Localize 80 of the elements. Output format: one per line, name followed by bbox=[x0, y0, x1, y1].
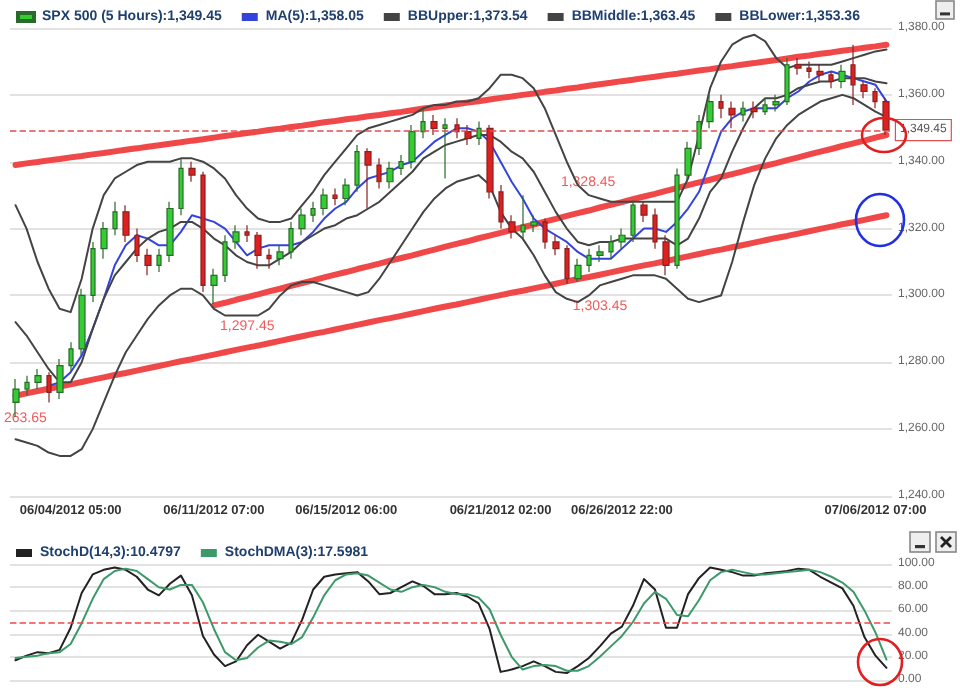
candlestick bbox=[718, 94, 724, 119]
candlestick bbox=[90, 241, 96, 303]
candlestick bbox=[178, 157, 184, 216]
candlestick bbox=[476, 121, 482, 146]
candlestick bbox=[674, 167, 680, 270]
candlestick bbox=[112, 201, 118, 236]
candlestick bbox=[320, 187, 328, 216]
candlestick bbox=[430, 114, 438, 136]
candlestick bbox=[56, 358, 64, 400]
candlestick bbox=[464, 124, 472, 146]
candlestick bbox=[144, 248, 152, 276]
candlestick bbox=[486, 124, 494, 200]
candlestick bbox=[166, 201, 174, 263]
candlestick bbox=[508, 214, 516, 240]
candlestick bbox=[354, 144, 360, 193]
candlestick bbox=[850, 44, 856, 106]
candlestick bbox=[750, 100, 758, 119]
candlestick bbox=[640, 201, 648, 223]
candlestick bbox=[386, 161, 394, 190]
candlestick bbox=[46, 371, 52, 403]
candlestick bbox=[652, 207, 658, 250]
candlestick bbox=[740, 100, 746, 123]
candlestick bbox=[498, 184, 504, 230]
candlestick bbox=[34, 368, 42, 390]
candlestick bbox=[68, 341, 74, 373]
candlestick bbox=[222, 234, 228, 283]
candlestick bbox=[266, 248, 272, 270]
candlestick bbox=[398, 154, 404, 176]
candlestick bbox=[134, 227, 140, 263]
candlestick bbox=[828, 70, 834, 89]
candlestick bbox=[210, 268, 218, 305]
candlestick bbox=[298, 207, 306, 236]
candlestick bbox=[442, 117, 448, 180]
candlestick bbox=[542, 217, 548, 250]
candlestick bbox=[662, 234, 670, 276]
candlestick bbox=[232, 224, 240, 250]
candlestick bbox=[408, 124, 416, 169]
candlestick bbox=[772, 94, 780, 113]
candlestick bbox=[596, 244, 604, 263]
line-series bbox=[12, 41, 890, 169]
candlestick bbox=[706, 94, 714, 129]
candlestick bbox=[420, 107, 426, 139]
candlestick bbox=[310, 201, 316, 223]
candlestick bbox=[762, 97, 768, 116]
candlestick bbox=[574, 258, 582, 283]
candlestick bbox=[332, 187, 338, 206]
candlestick bbox=[520, 194, 526, 240]
candlestick bbox=[618, 227, 626, 250]
candlestick bbox=[364, 147, 372, 210]
candlestick bbox=[100, 221, 108, 260]
candlestick bbox=[882, 97, 890, 136]
candlestick bbox=[860, 80, 868, 99]
candlestick bbox=[806, 60, 812, 79]
candlestick bbox=[728, 100, 736, 129]
candlestick bbox=[254, 231, 262, 270]
candlestick bbox=[784, 57, 790, 106]
candlestick bbox=[872, 87, 878, 109]
candlestick bbox=[156, 248, 162, 273]
candlestick bbox=[696, 114, 702, 156]
candlestick bbox=[816, 64, 824, 83]
candlestick bbox=[838, 64, 846, 89]
candlestick bbox=[586, 248, 592, 273]
candlestick bbox=[276, 244, 284, 266]
candlestick bbox=[342, 177, 350, 206]
candlestick bbox=[200, 171, 206, 293]
candlestick bbox=[608, 234, 614, 260]
candlestick bbox=[684, 141, 692, 183]
candlestick bbox=[78, 288, 86, 357]
candlestick bbox=[244, 224, 250, 243]
candlestick bbox=[552, 234, 560, 256]
candlestick bbox=[630, 199, 636, 243]
candlestick bbox=[376, 157, 382, 190]
line-series bbox=[14, 33, 888, 314]
candlestick bbox=[288, 221, 294, 260]
candlestick bbox=[564, 244, 570, 285]
candlestick bbox=[188, 161, 196, 183]
candlestick bbox=[24, 375, 30, 397]
candlestick bbox=[530, 214, 538, 233]
candlestick bbox=[122, 204, 130, 243]
candlestick bbox=[794, 57, 802, 76]
